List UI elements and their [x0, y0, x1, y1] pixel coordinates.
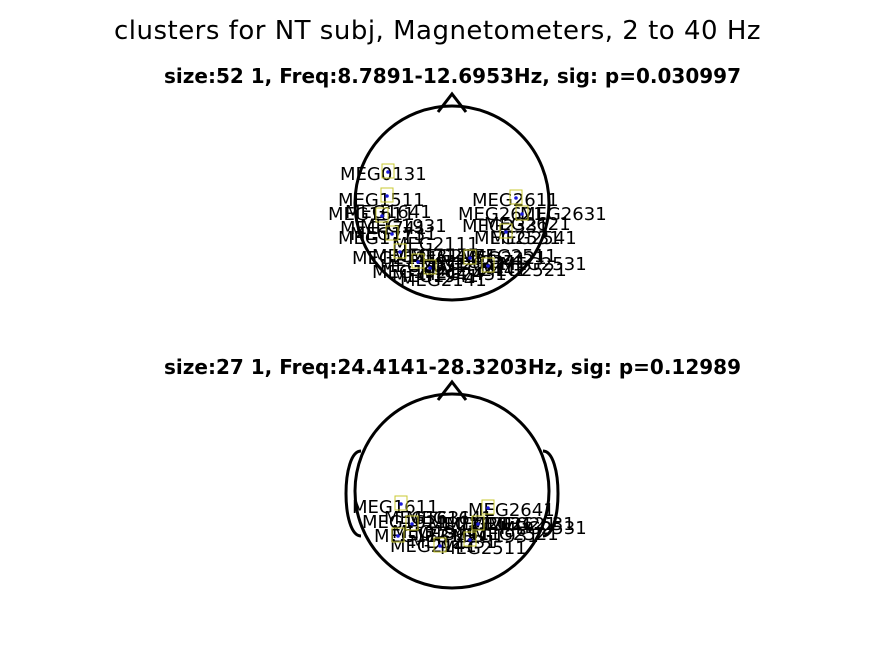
sensor-label: MEG2531 — [500, 518, 587, 539]
sensor-label: MEG2631 — [488, 514, 575, 535]
sensor-dot — [399, 502, 403, 506]
sensor-box — [405, 515, 419, 531]
sensor-label: MEG2621 — [484, 214, 571, 235]
sensor-dot — [504, 230, 508, 234]
sensor-label: MEG1931 — [360, 216, 447, 237]
sensor-label: MEG2141 — [400, 270, 487, 291]
figure-title: clusters for NT subj, Magnetometers, 2 t… — [113, 16, 762, 46]
sensor-label: MEG2521 — [472, 524, 559, 545]
sensor-box — [463, 249, 477, 265]
sensor-box — [394, 495, 408, 511]
sensor-dot — [385, 194, 389, 198]
sensor-label: MEG1911 — [414, 524, 501, 545]
sensor-label: MEG1941 — [392, 522, 479, 543]
sensor-label: MEG1641 — [406, 508, 493, 529]
sensor-label: MEG2431 — [420, 264, 507, 285]
sensor-label: MEG2621 — [470, 514, 557, 535]
nose-marker — [436, 91, 468, 113]
sensor-dot — [476, 522, 480, 526]
sensor-box — [393, 243, 407, 259]
sensor-label: MEG2531 — [500, 254, 587, 275]
sensor-label: MEG2111 — [392, 234, 479, 255]
sensor-label: MEG2331 — [410, 532, 497, 553]
head-outline-panel-1 — [353, 91, 551, 302]
sensor-label: MEG2341 — [440, 252, 527, 273]
right-ear — [542, 449, 560, 538]
sensor-box — [381, 163, 395, 179]
sensor-label: MEG1921 — [372, 262, 459, 283]
sensor-label: MEG2531 — [474, 228, 561, 249]
sensor-box — [481, 499, 495, 515]
nose-marker — [436, 379, 468, 401]
sensor-label: MEG2151 — [410, 246, 497, 267]
sensor-label: MEG2131 — [446, 514, 533, 535]
sensor-label: MEG2121 — [428, 514, 515, 535]
sensor-label: MEG2611 — [472, 190, 559, 211]
sensor-dot — [396, 534, 400, 538]
panel-2-subtitle: size:27 1, Freq:24.4141-28.3203Hz, sig: … — [164, 355, 741, 379]
sensor-label: MEG2141 — [392, 246, 479, 267]
sensor-dot — [520, 212, 524, 216]
sensor-label: MEG2441 — [440, 260, 527, 281]
sensor-label: MEG2141 — [390, 536, 477, 557]
sensor-label: MEG1611 — [328, 204, 415, 225]
head-circle — [353, 392, 551, 590]
sensor-box — [391, 527, 405, 543]
sensor-dot — [514, 196, 518, 200]
sensor-label: MEG1621 — [362, 512, 449, 533]
sensor-dot — [428, 266, 432, 270]
sensor-label: MEG0131 — [340, 164, 427, 185]
sensor-box — [433, 537, 447, 553]
sensor-box — [385, 225, 399, 241]
sensor-label: MEG2641 — [468, 500, 555, 521]
sensor-box — [499, 223, 513, 239]
sensor-dot — [486, 264, 490, 268]
sensor-box — [423, 259, 437, 275]
sensor-dot — [410, 522, 414, 526]
sensor-box — [463, 531, 477, 547]
sensor-label: MEG2511 — [470, 246, 557, 267]
sensor-dot — [468, 538, 472, 542]
sensor-box — [380, 187, 394, 203]
left-ear — [344, 449, 362, 538]
sensor-box — [481, 257, 495, 273]
sensor-label: MEG2331 — [462, 216, 549, 237]
sensor-dot — [416, 260, 420, 264]
sensor-label: MEG2031 — [380, 256, 467, 277]
sensor-label: MEG2631 — [520, 204, 607, 225]
sensor-dot — [438, 544, 442, 548]
sensor-box — [509, 189, 523, 205]
sensor-dot — [468, 256, 472, 260]
sensor-dot — [390, 232, 394, 236]
panel-1-subtitle: size:52 1, Freq:8.7891-12.6953Hz, sig: p… — [164, 64, 741, 88]
sensor-label: MEG2521 — [480, 260, 567, 281]
sensor-label: MEG2511 — [440, 538, 527, 559]
sensor-dot — [398, 250, 402, 254]
head-circle — [353, 104, 551, 302]
sensor-dot — [486, 506, 490, 510]
sensor-label: MEG2041 — [420, 254, 507, 275]
sensor-label: MEG1931 — [452, 526, 539, 547]
sensor-box — [515, 205, 529, 221]
sensor-dot — [380, 214, 384, 218]
sensor-dot — [386, 170, 390, 174]
sensor-box — [471, 515, 485, 531]
sensor-label: MEG1741 — [340, 218, 427, 239]
sensor-box — [375, 207, 389, 223]
head-outline-panel-2 — [344, 379, 560, 590]
sensor-label: MEG1941 — [392, 266, 479, 287]
